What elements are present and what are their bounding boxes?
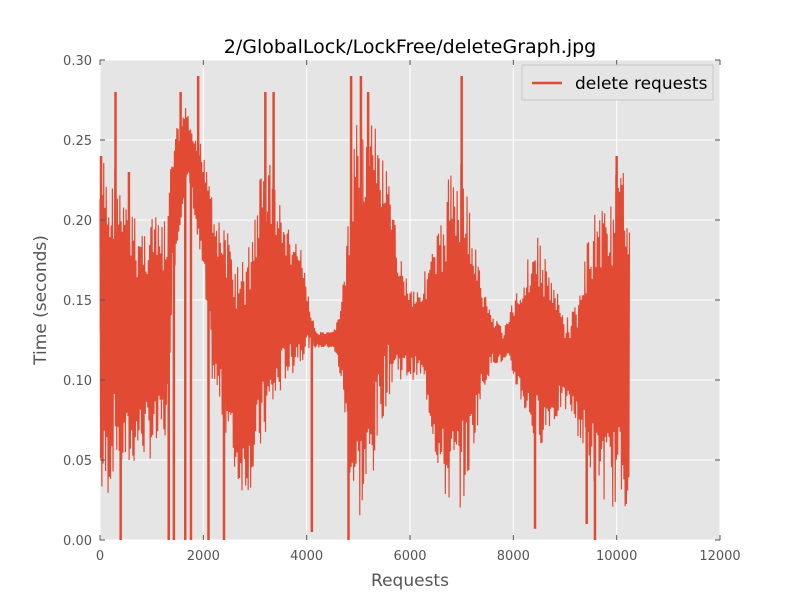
x-tick-label: 6000 [393,549,426,564]
y-tick-label: 0.15 [63,294,92,309]
x-tick-label: 12000 [699,549,740,564]
chart-title: 2/GlobalLock/LockFree/deleteGraph.jpg [224,36,596,58]
series-delete-requests [99,76,631,540]
legend: delete requests [521,64,714,101]
series-line [99,108,631,516]
x-tick-label: 4000 [290,549,323,564]
y-tick-label: 0.00 [63,534,92,549]
y-tick-label: 0.25 [63,134,92,149]
y-axis-title: Time (seconds) [31,235,51,366]
y-tick-label: 0.10 [63,374,92,389]
x-tick-label: 10000 [596,549,637,564]
x-tick-label: 2000 [187,549,220,564]
y-tick-label: 0.20 [63,214,92,229]
x-axis-title: Requests [371,571,449,591]
legend-box [521,64,714,101]
y-tick-label: 0.30 [63,54,92,69]
axis-ticks: 0 2000 4000 6000 8000 10000 12000 0.00 0.05 0.10 0… [63,54,741,564]
x-tick-label: 8000 [497,549,530,564]
legend-label: delete requests [575,74,708,94]
x-tick-label: 0 [96,549,104,564]
y-tick-label: 0.05 [63,454,92,469]
